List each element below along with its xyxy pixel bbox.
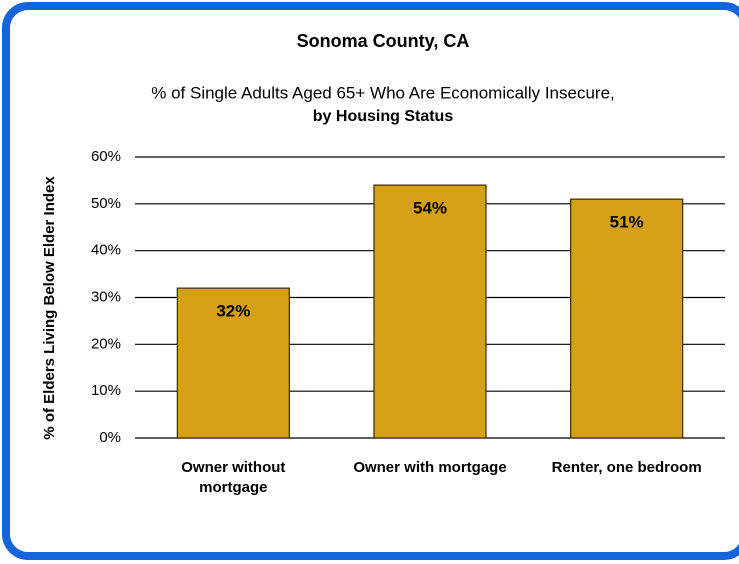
x-tick-label: Renter, one bedroom (551, 459, 702, 476)
bar (570, 198, 684, 439)
y-tick-label: 10% (91, 382, 121, 399)
y-axis-label: % of Elders Living Below Elder Index (41, 176, 58, 440)
y-tick-label: 20% (91, 335, 121, 352)
data-label: 32% (216, 302, 250, 321)
chart-subtitle: % of Single Adults Aged 65+ Who Are Econ… (151, 83, 615, 102)
y-tick-label: 60% (91, 148, 121, 165)
x-tick-label: Owner without mortgage (181, 459, 286, 496)
y-tick-label: 0% (99, 429, 121, 446)
x-tick-label: Owner with mortgage (353, 459, 507, 476)
y-tick-label: 50% (91, 195, 121, 212)
bar (176, 287, 290, 439)
bar (373, 184, 487, 439)
chart-title: Sonoma County, CA (297, 31, 470, 51)
y-tick-label: 30% (91, 288, 121, 305)
data-label: 51% (610, 213, 644, 232)
chart-subtitle: by Housing Status (313, 108, 454, 125)
y-tick-label: 40% (91, 242, 121, 259)
data-label: 54% (413, 199, 447, 218)
